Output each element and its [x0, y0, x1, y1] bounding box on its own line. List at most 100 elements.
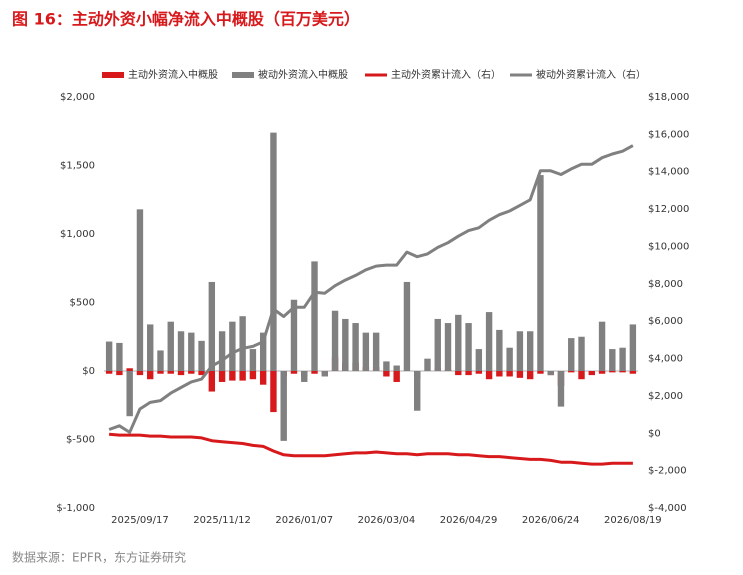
bar: [506, 347, 513, 371]
bar: [167, 371, 174, 374]
bar: [526, 371, 534, 380]
bar: [578, 371, 585, 380]
bar: [526, 331, 534, 371]
bar: [465, 323, 472, 371]
bar: [537, 175, 544, 371]
legend-swatch: [232, 72, 254, 78]
line: [108, 144, 634, 434]
bar: [208, 371, 216, 392]
x-tick-label: 2026/03/04: [358, 515, 416, 526]
bar: [157, 371, 164, 374]
bar: [342, 318, 349, 371]
x-tick-label: 2026/04/29: [440, 515, 498, 526]
bar: [424, 358, 431, 371]
y2-tick-label: $12,000: [648, 204, 689, 215]
bar: [496, 329, 503, 371]
x-tick-label: 2026/06/24: [522, 515, 580, 526]
bar: [475, 371, 483, 374]
bar: [105, 341, 113, 371]
x-tick-label: 2025/09/17: [111, 515, 169, 526]
y2-tick-label: $-4,000: [648, 503, 687, 514]
bar: [578, 336, 585, 371]
y2-tick-label: $10,000: [648, 241, 689, 252]
bar: [208, 281, 216, 371]
bar: [568, 338, 575, 371]
legend-label: 被动外资流入中概股: [258, 68, 348, 81]
bar: [188, 371, 195, 374]
bar: [126, 368, 133, 371]
bar: [414, 371, 421, 411]
bar: [177, 371, 185, 376]
bar: [290, 299, 298, 371]
bar: [116, 342, 123, 371]
line: [108, 432, 633, 466]
y2-tick-label: $-2,000: [648, 466, 687, 477]
y-tick-label: $500: [70, 298, 95, 309]
bar: [609, 349, 616, 371]
bar: [290, 371, 298, 374]
legend-swatch: [102, 72, 124, 78]
bar: [136, 209, 144, 371]
bar: [383, 361, 390, 371]
bar: [270, 132, 277, 371]
bar: [188, 332, 195, 371]
bar: [444, 323, 452, 371]
y2-tick-label: $2,000: [648, 391, 683, 402]
bar: [116, 371, 123, 376]
bar: [301, 371, 308, 382]
bar: [105, 371, 113, 374]
chart-title: 图 16：主动外资小幅净流入中概股（百万美元）: [12, 10, 360, 29]
bar: [259, 371, 267, 385]
legend-label: 主动外资流入中概股: [128, 68, 218, 81]
bar: [147, 324, 154, 371]
bar: [218, 331, 226, 371]
bar: [229, 371, 236, 381]
bar: [372, 332, 380, 371]
y-tick-label: $-1,000: [56, 503, 95, 514]
y-tick-label: $0: [82, 366, 95, 377]
bar: [455, 371, 462, 376]
bar: [249, 349, 257, 371]
bar: [485, 312, 493, 371]
bar: [485, 371, 493, 380]
bar: [506, 371, 513, 377]
bar: [496, 371, 503, 377]
bar: [403, 281, 411, 371]
x-tick-label: 2026/08/19: [604, 515, 662, 526]
bar: [537, 371, 544, 374]
bar: [362, 332, 370, 371]
bar: [588, 371, 595, 376]
y-tick-label: $1,500: [60, 161, 95, 172]
bar: [157, 350, 164, 371]
bar: [321, 371, 328, 377]
bar: [352, 323, 359, 371]
y2-tick-label: $6,000: [648, 316, 683, 327]
bar: [270, 371, 277, 413]
y-tick-label: $1,000: [60, 229, 95, 240]
bar: [393, 365, 400, 371]
bar: [465, 371, 472, 376]
bar: [239, 371, 246, 381]
bar: [598, 321, 606, 371]
bar: [455, 314, 462, 371]
bar: [383, 371, 390, 377]
bar: [249, 371, 257, 380]
bar: [177, 331, 185, 371]
bar: [393, 371, 400, 382]
bar: [147, 371, 154, 380]
bar: [609, 371, 616, 373]
bar: [516, 331, 524, 371]
bar: [311, 371, 318, 374]
y2-tick-label: $8,000: [648, 279, 683, 290]
y-tick-label: $-500: [66, 435, 95, 446]
bar: [198, 340, 205, 371]
bar: [331, 310, 339, 371]
y2-tick-label: $4,000: [648, 354, 683, 365]
y2-tick-label: $18,000: [648, 92, 689, 103]
bar: [239, 316, 246, 371]
bar: [475, 349, 483, 371]
bar: [619, 371, 626, 373]
bar: [229, 321, 236, 371]
bar: [629, 324, 637, 371]
